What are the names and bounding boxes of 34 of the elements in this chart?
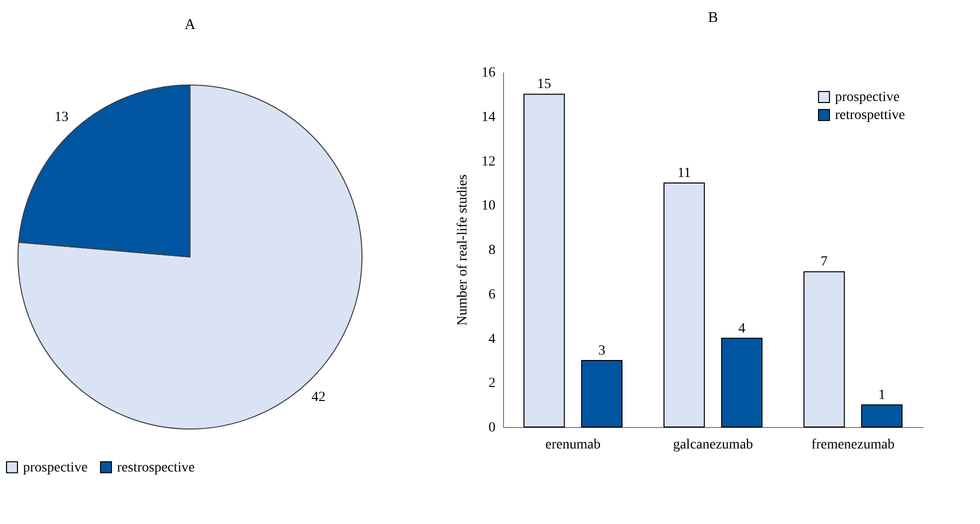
y-tick-label: 0	[488, 420, 496, 436]
pie-slice	[18, 84, 362, 430]
bar	[524, 94, 565, 428]
y-tick-label: 4	[488, 332, 496, 347]
legend-label: restrospective	[117, 460, 195, 476]
chart-title: A	[184, 17, 196, 33]
y-tick-label: 16	[482, 66, 496, 80]
data-label: 7	[820, 254, 828, 270]
y-tick-label: 6	[488, 287, 496, 302]
data-label: 3	[598, 343, 606, 358]
bar	[581, 360, 622, 428]
data-label: 15	[537, 77, 552, 92]
y-tick-label: 12	[482, 154, 496, 170]
y-tick-label: 10	[482, 198, 496, 214]
legend-label: retrospettive	[835, 108, 905, 123]
x-tick-label: erenumab	[545, 438, 601, 452]
bar	[664, 182, 705, 428]
data-label: 1	[878, 388, 886, 403]
data-label: 11	[677, 166, 691, 181]
y-tick-label: 14	[482, 110, 496, 125]
legend-label: prospective	[835, 90, 900, 105]
bar	[804, 271, 845, 428]
chart-title: B	[708, 10, 718, 26]
bar	[721, 338, 762, 428]
data-label: 13	[54, 110, 69, 126]
data-label: 42	[311, 390, 326, 405]
bar	[861, 404, 902, 428]
legend-label: prospective	[23, 460, 88, 476]
x-tick-label: galcanezumab	[672, 438, 754, 452]
x-tick-label: fremenezumab	[811, 438, 895, 452]
y-tick-label: 2	[488, 376, 496, 392]
y-tick-label: 8	[488, 243, 496, 258]
data-label: 4	[738, 321, 746, 336]
y-axis-title: Number of real-life studies	[456, 174, 470, 326]
